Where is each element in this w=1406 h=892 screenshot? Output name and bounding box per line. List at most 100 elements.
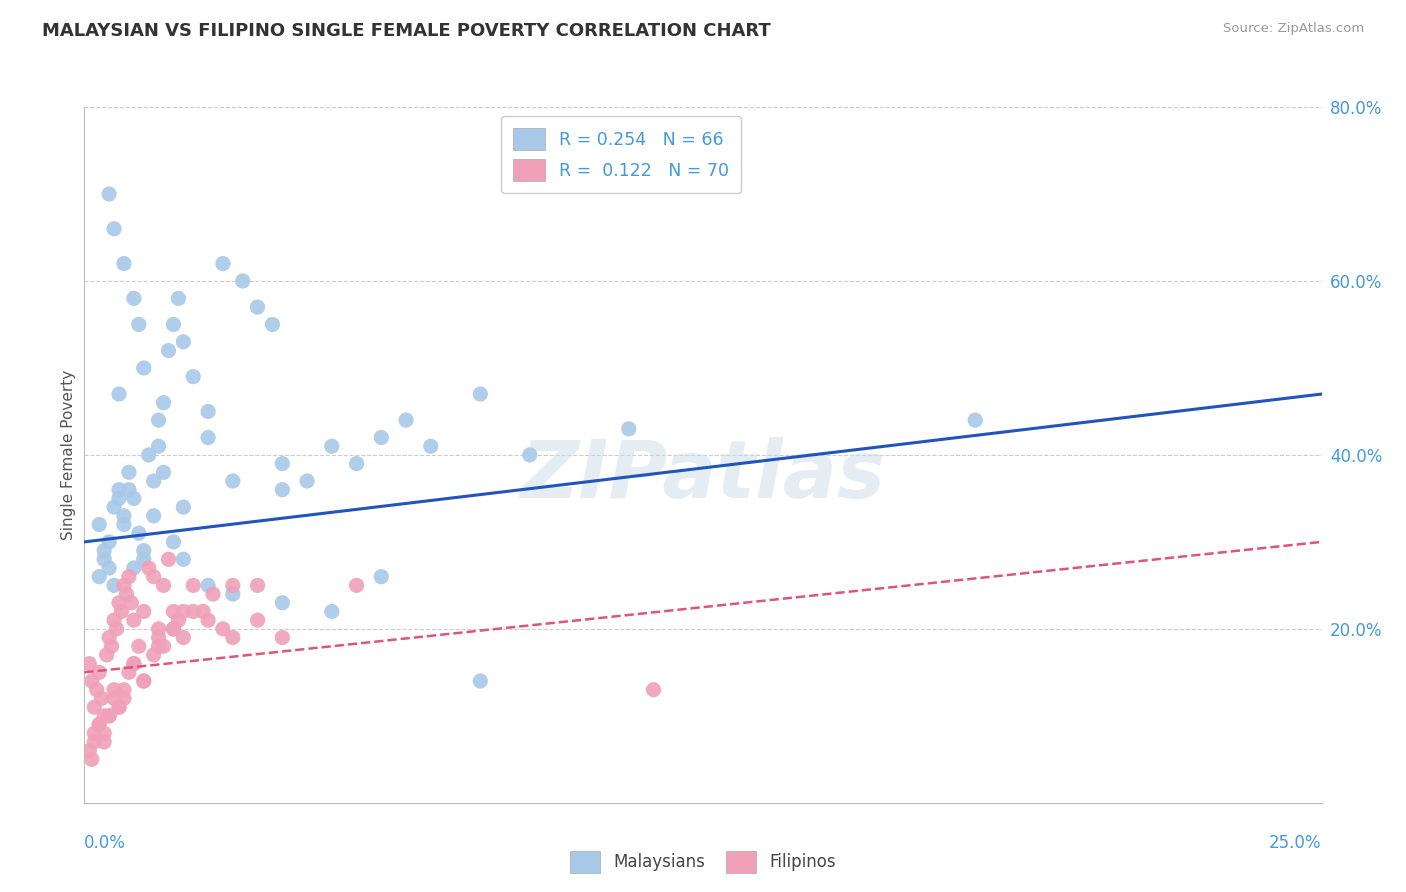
Y-axis label: Single Female Poverty: Single Female Poverty — [60, 370, 76, 540]
Point — [519, 448, 541, 462]
Point — [79, 744, 101, 758]
Legend: R = 0.254   N = 66, R =  0.122   N = 70: R = 0.254 N = 66, R = 0.122 N = 70 — [502, 116, 741, 194]
Point — [181, 605, 204, 619]
Point — [112, 517, 135, 532]
Point — [271, 483, 294, 497]
Point — [120, 596, 142, 610]
Point — [122, 291, 145, 305]
Point — [222, 631, 245, 645]
Point — [103, 578, 125, 592]
Point — [419, 439, 441, 453]
Legend: Malaysians, Filipinos: Malaysians, Filipinos — [564, 845, 842, 880]
Point — [108, 700, 131, 714]
Point — [222, 587, 245, 601]
Point — [246, 300, 269, 314]
Point — [162, 622, 184, 636]
Point — [222, 578, 245, 592]
Point — [148, 413, 170, 427]
Point — [115, 587, 138, 601]
Point — [212, 622, 235, 636]
Text: 0.0%: 0.0% — [84, 834, 127, 852]
Point — [100, 639, 122, 653]
Point — [370, 570, 392, 584]
Point — [98, 561, 121, 575]
Point — [80, 674, 103, 689]
Point — [112, 256, 135, 270]
Point — [162, 318, 184, 332]
Point — [470, 387, 492, 401]
Point — [112, 508, 135, 523]
Text: Source: ZipAtlas.com: Source: ZipAtlas.com — [1223, 22, 1364, 36]
Point — [295, 474, 318, 488]
Point — [103, 682, 125, 697]
Point — [128, 526, 150, 541]
Point — [370, 430, 392, 444]
Point — [246, 578, 269, 592]
Point — [138, 561, 160, 575]
Point — [98, 186, 121, 201]
Point — [162, 605, 184, 619]
Point — [232, 274, 254, 288]
Point — [148, 622, 170, 636]
Point — [470, 674, 492, 689]
Point — [148, 639, 170, 653]
Point — [93, 543, 115, 558]
Point — [197, 404, 219, 418]
Point — [172, 334, 194, 349]
Point — [93, 552, 115, 566]
Point — [80, 752, 103, 766]
Point — [83, 726, 105, 740]
Point — [122, 613, 145, 627]
Point — [172, 500, 194, 514]
Point — [128, 639, 150, 653]
Point — [172, 605, 194, 619]
Point — [148, 439, 170, 453]
Point — [181, 578, 204, 592]
Point — [142, 648, 165, 662]
Point — [197, 430, 219, 444]
Point — [103, 691, 125, 706]
Point — [271, 457, 294, 471]
Point — [112, 578, 135, 592]
Point — [108, 387, 131, 401]
Point — [617, 422, 640, 436]
Point — [89, 717, 111, 731]
Point — [148, 631, 170, 645]
Point — [86, 682, 108, 697]
Point — [96, 648, 118, 662]
Point — [103, 221, 125, 235]
Point — [118, 665, 141, 680]
Point — [98, 631, 121, 645]
Point — [262, 318, 284, 332]
Point — [108, 491, 131, 506]
Point — [79, 657, 101, 671]
Point — [122, 491, 145, 506]
Point — [152, 639, 174, 653]
Point — [246, 613, 269, 627]
Point — [112, 691, 135, 706]
Point — [197, 613, 219, 627]
Point — [132, 605, 155, 619]
Point — [271, 631, 294, 645]
Point — [321, 605, 343, 619]
Point — [162, 622, 184, 636]
Point — [89, 665, 111, 680]
Point — [118, 483, 141, 497]
Point — [108, 483, 131, 497]
Point — [105, 622, 128, 636]
Point — [132, 552, 155, 566]
Point — [346, 457, 368, 471]
Point — [110, 605, 132, 619]
Point — [89, 570, 111, 584]
Point — [83, 700, 105, 714]
Point — [212, 256, 235, 270]
Point — [172, 631, 194, 645]
Point — [122, 657, 145, 671]
Point — [108, 596, 131, 610]
Point — [132, 543, 155, 558]
Point — [643, 682, 665, 697]
Point — [142, 570, 165, 584]
Point — [83, 735, 105, 749]
Point — [122, 657, 145, 671]
Point — [132, 674, 155, 689]
